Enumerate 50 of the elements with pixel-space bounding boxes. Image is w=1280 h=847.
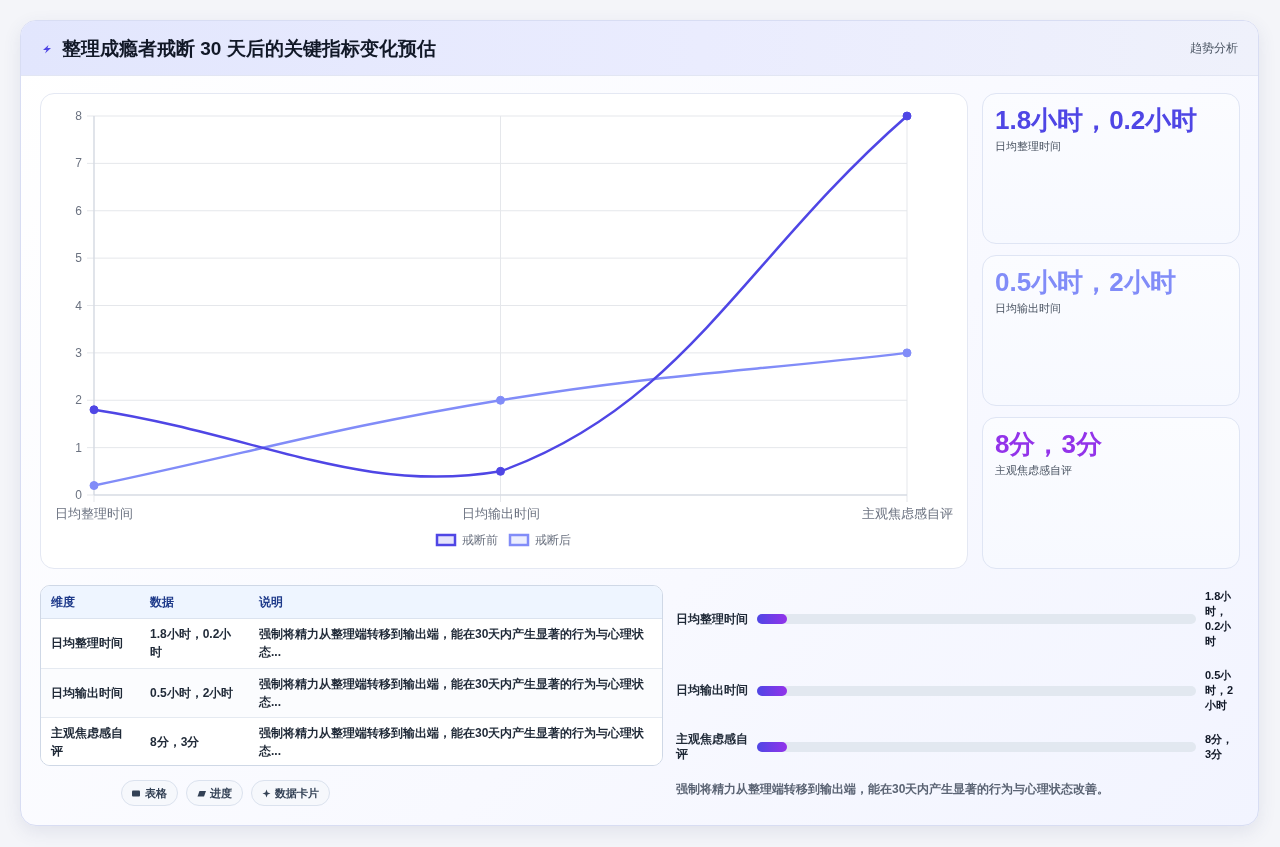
y-tick-label: 5 [75,251,83,266]
y-tick-label: 3 [75,345,83,360]
category-label: 说明 [259,593,284,611]
text: 0.5小时，2小时 [995,266,1176,298]
point [496,395,505,405]
text: 8分，3分 [1205,733,1234,760]
point [89,405,99,415]
text: 1.8小时，0.2小时 [1205,590,1232,647]
text: 趋势分析 [1190,40,1238,56]
category-label: 日均整理时间 [995,139,1061,153]
text: 0.5小时，2小时 [150,686,234,700]
point [89,481,99,491]
text: 主观焦虑感自评 [51,726,123,758]
y-tick-label: 2 [75,393,83,408]
legend-label: 戒断后 [535,533,571,547]
x-tick-label: 日均输出时间 [461,505,540,521]
text: 1.8小时，0.2小时 [150,627,232,659]
category-label: 日均输出时间 [995,301,1061,315]
point [496,466,505,476]
text: 数据卡片 [275,785,319,801]
category-label: 日均输出时间 [676,683,749,698]
text: 日均输出时间 [51,686,123,700]
y-tick-label: 7 [75,156,83,171]
legend-label: 戒断前 [462,533,498,547]
category-label: 数据 [150,593,175,611]
category-label: 主观焦虑感自评 [676,732,749,762]
category-label: 维度 [51,593,76,611]
category-label: 日均整理时间 [676,611,749,627]
x-tick-label: 日均整理时间 [55,505,133,521]
text: 强制将精力从整理端转移到输出端，能在30天内产生显著的行为与心理状态改善。 [676,781,1110,797]
category-label: 主观焦虑感自评 [995,463,1072,477]
x-tick-label: 主观焦虑感自评 [861,505,953,521]
point [902,348,912,358]
text: 强制将精力从整理端转移到输出端，能在30天内产生显著的行为与心理状态... [259,627,645,659]
text: 强制将精力从整理端转移到输出端，能在30天内产生显著的行为与心理状态... [259,677,645,709]
y-tick-label: 1 [75,440,83,455]
y-tick-label: 8 [75,109,83,123]
y-tick-label: 4 [75,298,83,313]
text: 1.8小时，0.2小时 [995,104,1198,136]
y-tick-label: 6 [75,203,83,218]
y-tick-label: 0 [75,488,83,502]
text: 0.5小时，2小时 [1205,669,1234,711]
point [902,111,912,121]
text: 强制将精力从整理端转移到输出端，能在30天内产生显著的行为与心理状态... [259,726,645,758]
text: 表格 [145,785,167,801]
text: 8分，3分 [995,428,1102,460]
text: 8分，3分 [150,735,200,749]
text: 进度 [210,785,232,801]
text: 整理成瘾者戒断 30 天后的关键指标变化预估 [62,37,436,61]
text: 日均整理时间 [51,636,123,650]
